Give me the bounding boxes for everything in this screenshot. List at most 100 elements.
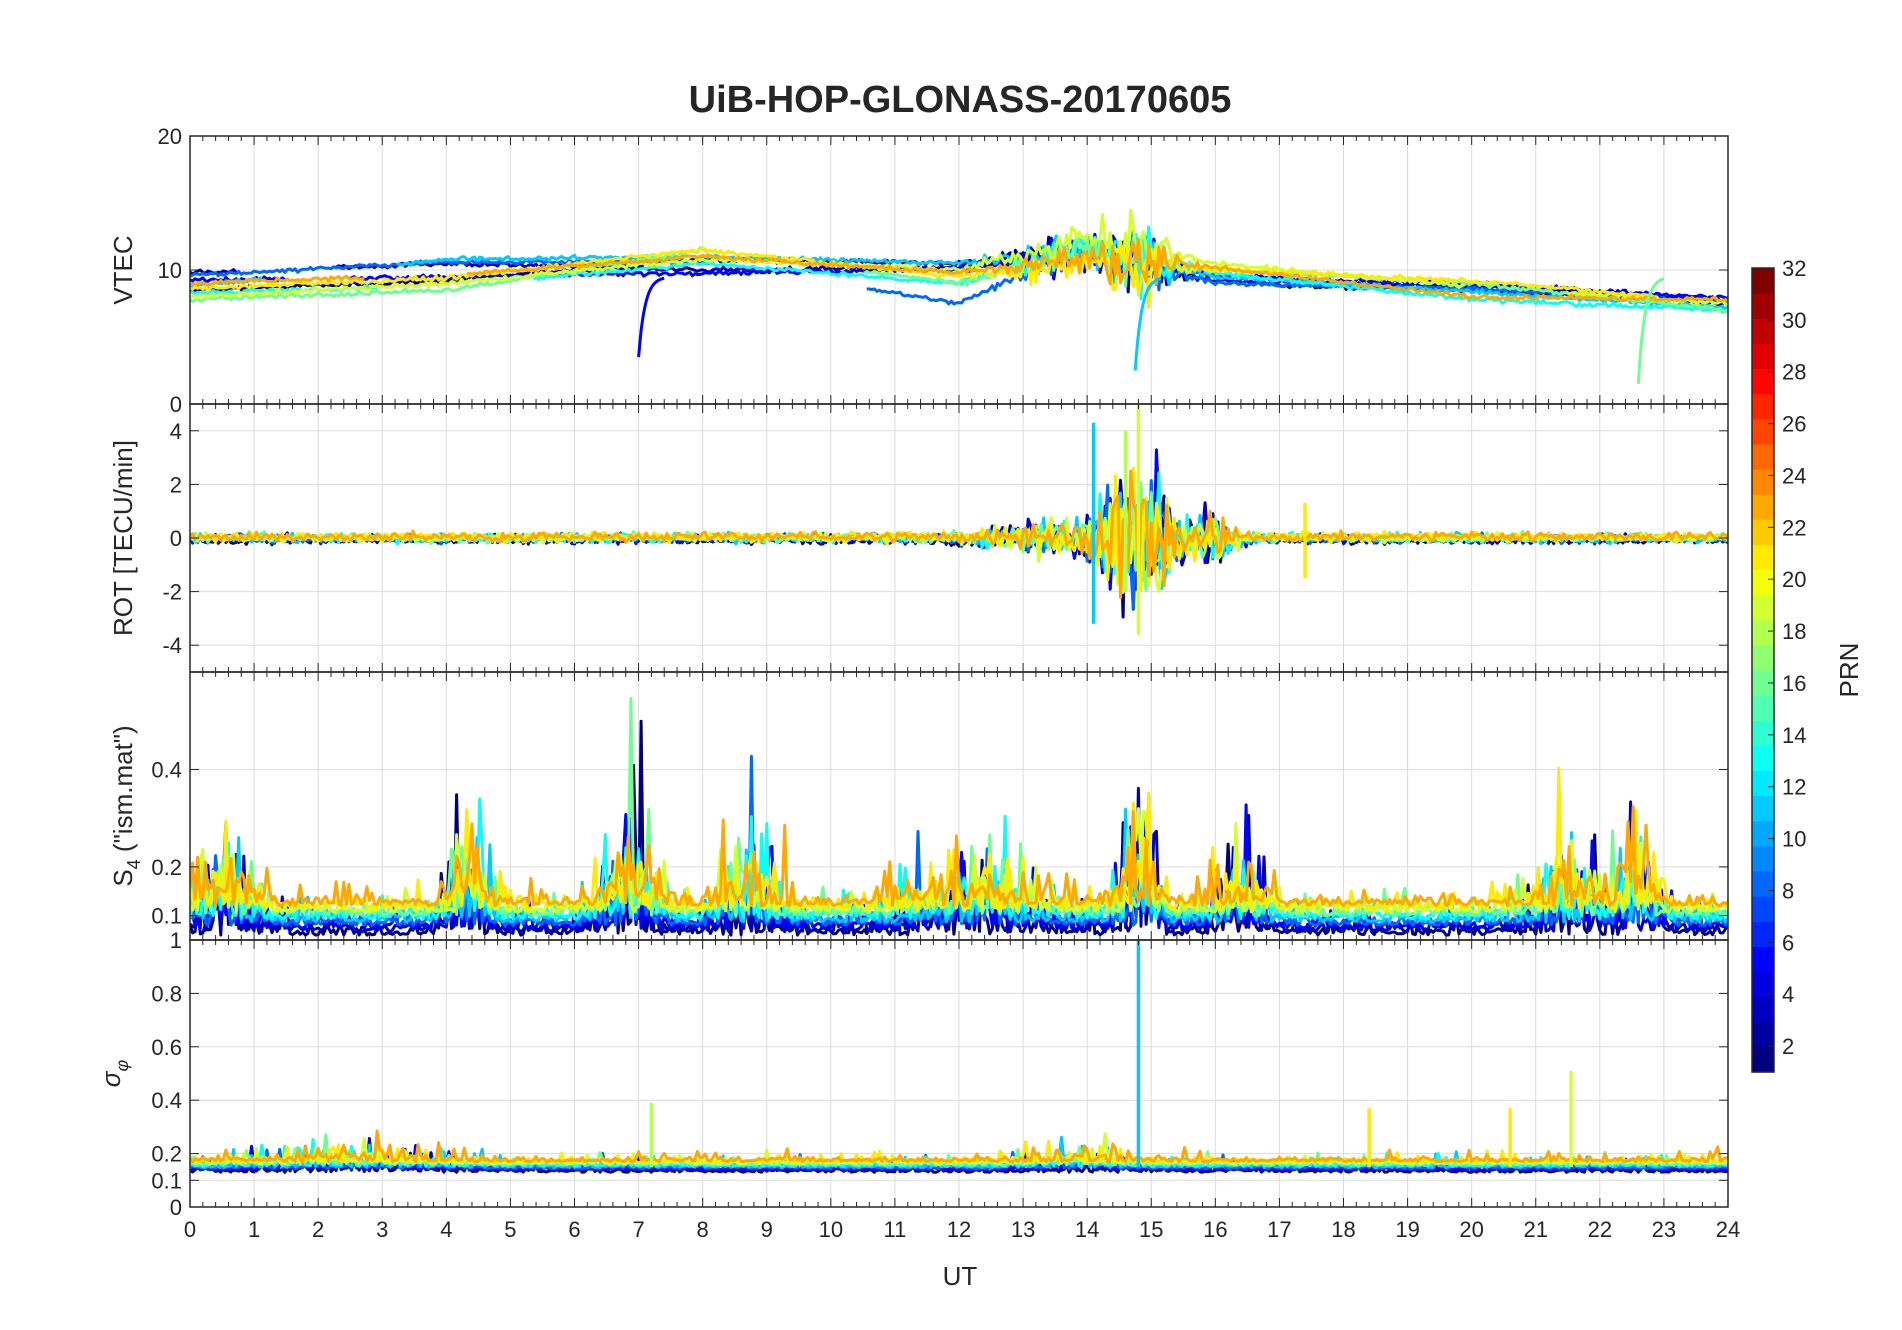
colorbar-bin	[1752, 820, 1774, 847]
colorbar-bin	[1752, 946, 1774, 973]
colorbar-bin	[1752, 569, 1774, 596]
x-tick-label: 22	[1588, 1217, 1612, 1242]
y-tick-label: 0	[170, 526, 182, 551]
ticks-s4	[189, 672, 1729, 940]
panel-vtec: 0 10 20 VTEC	[108, 124, 1729, 417]
y-tick-label: 4	[170, 419, 182, 444]
colorbar-tick-label: 14	[1782, 723, 1806, 748]
colorbar-tick-label: 6	[1782, 930, 1794, 955]
x-tick-label: 18	[1331, 1217, 1355, 1242]
x-tick-label: 9	[761, 1217, 773, 1242]
y-tick-label: 0.4	[151, 757, 182, 782]
colorbar-bin	[1752, 795, 1774, 822]
series-line-prn-23	[190, 1129, 1728, 1164]
x-tick-label: 7	[632, 1217, 644, 1242]
colorbar-bin	[1752, 443, 1774, 470]
y-tick-label: 0	[170, 1195, 182, 1220]
colorbar-tick-label: 10	[1782, 827, 1806, 852]
drop-arc	[1133, 276, 1162, 371]
colorbar-tick-label: 12	[1782, 775, 1806, 800]
colorbar-tick-label: 16	[1782, 671, 1806, 696]
y-tick-label: -2	[162, 580, 182, 605]
y-tick-label: 1	[170, 928, 182, 953]
x-tick-label: 13	[1011, 1217, 1035, 1242]
colorbar-tick-label: 2	[1782, 1034, 1794, 1059]
colorbar-tick-label: 18	[1782, 619, 1806, 644]
colorbar-bin	[1752, 393, 1774, 420]
drop-arc	[1636, 277, 1665, 385]
colorbar-tick-label: 28	[1782, 360, 1806, 385]
colorbar-bin	[1752, 921, 1774, 947]
colorbar-bin	[1752, 670, 1774, 696]
colorbar-tick-label: 22	[1782, 515, 1806, 540]
y-axis-label-s4: S4 ("ism.mat")	[108, 725, 144, 886]
colorbar-tick-label: 20	[1782, 567, 1806, 592]
panel-rot: -4 -2 0 2 4 ROT [TECU/min]	[108, 403, 1729, 673]
y-tick-label: 0.8	[151, 981, 182, 1006]
colorbar-bin	[1752, 996, 1774, 1023]
x-tick-label: 0	[184, 1217, 196, 1242]
x-tick-label: 19	[1395, 1217, 1419, 1242]
y-tick-label: 0.1	[151, 1168, 182, 1193]
colorbar-tick-label: 32	[1782, 256, 1806, 281]
y-tick-label: 10	[158, 258, 182, 283]
series-group-s4	[190, 697, 1728, 937]
colorbar-bin	[1752, 418, 1774, 445]
x-tick-label: 15	[1139, 1217, 1163, 1242]
colorbar-bin	[1752, 368, 1774, 395]
colorbar-bin	[1752, 720, 1774, 746]
colorbar-bin	[1752, 469, 1774, 495]
x-tick-label: 8	[697, 1217, 709, 1242]
colorbar-tick-label: 8	[1782, 878, 1794, 903]
x-tick-label: 11	[883, 1217, 906, 1242]
ticks-vtec	[189, 135, 1729, 405]
x-tick-label: 4	[440, 1217, 452, 1242]
colorbar-bin	[1752, 695, 1774, 721]
y-axis-label-rot: ROT [TECU/min]	[108, 440, 138, 636]
colorbar-bin	[1752, 1046, 1774, 1073]
drop-arc	[637, 276, 665, 358]
x-tick-label: 17	[1267, 1217, 1291, 1242]
x-tick-label: 6	[568, 1217, 580, 1242]
x-axis-label: UT	[943, 1261, 978, 1291]
series-line-prn-23	[190, 805, 1728, 908]
series-group-sigma	[190, 940, 1728, 1174]
colorbar-bin	[1752, 494, 1774, 520]
colorbar-bin	[1752, 318, 1774, 344]
colorbar-label: PRN	[1834, 643, 1864, 698]
series-group-vtec	[190, 208, 1728, 385]
series-line-prn-23	[190, 469, 1728, 599]
y-tick-label: -4	[162, 633, 182, 658]
y-tick-label: 0.4	[151, 1088, 182, 1113]
x-tick-label: 12	[947, 1217, 971, 1242]
x-tick-label: 16	[1203, 1217, 1227, 1242]
x-tick-label: 14	[1075, 1217, 1099, 1242]
x-tick-label: 23	[1652, 1217, 1676, 1242]
x-tick-label: 24	[1716, 1217, 1740, 1242]
x-tick-label: 10	[819, 1217, 843, 1242]
x-tick-label: 5	[504, 1217, 516, 1242]
colorbar-bin	[1752, 268, 1774, 294]
series-group-rot	[190, 404, 1728, 635]
colorbar-tick-label: 24	[1782, 463, 1806, 488]
y-tick-label: 2	[170, 472, 182, 497]
colorbar-bin	[1752, 519, 1774, 545]
series-line-prn-23	[190, 237, 1728, 303]
colorbar-bin	[1752, 343, 1774, 370]
y-tick-label: 0.1	[151, 904, 182, 929]
colorbar-bin	[1752, 544, 1774, 571]
panel-s4: 0.1 0.2 0.4 S4 ("ism.mat")	[108, 671, 1729, 941]
colorbar-bin	[1752, 1021, 1774, 1048]
colorbar-bin	[1752, 644, 1774, 671]
colorbar-tick-label: 30	[1782, 308, 1806, 333]
x-tick-label: 1	[248, 1217, 260, 1242]
colorbar-bin	[1752, 770, 1774, 797]
colorbar-bin	[1752, 871, 1774, 897]
y-tick-label: 0.6	[151, 1035, 182, 1060]
colorbar-tick-label: 4	[1782, 982, 1794, 1007]
colorbar-bin	[1752, 845, 1774, 872]
